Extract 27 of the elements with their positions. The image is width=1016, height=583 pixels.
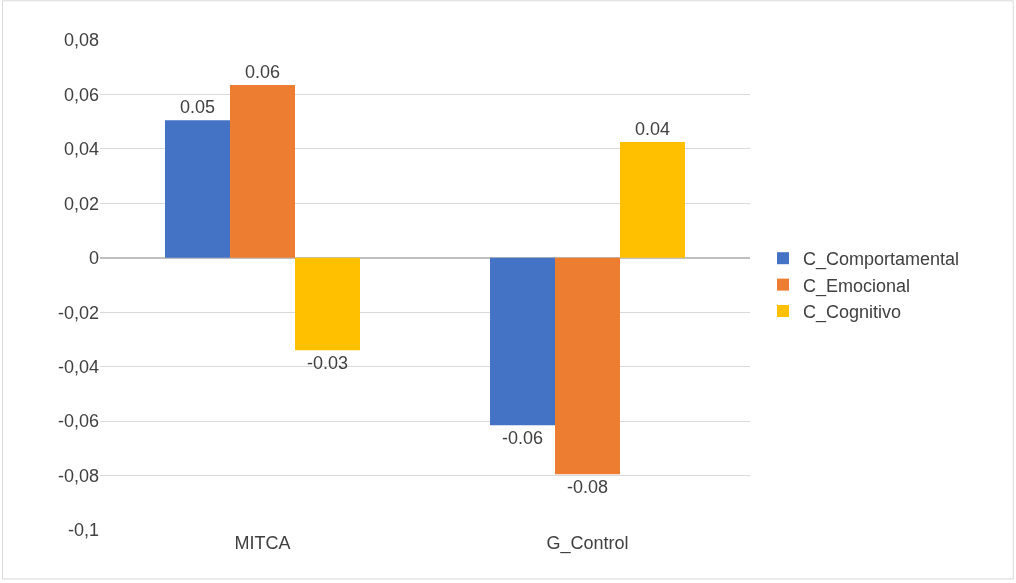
x-tick-label: G_Control bbox=[546, 533, 629, 554]
data-label: 0.06 bbox=[244, 61, 281, 82]
legend-label: C_Cognitivo bbox=[803, 302, 902, 324]
y-tick-label: -0,08 bbox=[57, 465, 99, 486]
bar bbox=[620, 142, 685, 258]
bar bbox=[490, 257, 555, 426]
y-tick-label: -0,04 bbox=[57, 356, 99, 377]
legend-label: C_Emocional bbox=[803, 275, 911, 297]
data-label: -0.08 bbox=[566, 477, 609, 498]
bar bbox=[165, 120, 230, 258]
y-tick-label: 0,02 bbox=[63, 193, 99, 214]
bar bbox=[295, 257, 360, 351]
y-tick-label: 0,04 bbox=[63, 139, 99, 160]
y-tick-label: -0,1 bbox=[67, 520, 99, 541]
y-tick-label: 0,08 bbox=[63, 30, 99, 51]
data-label: 0.05 bbox=[179, 97, 216, 118]
legend-label: C_Comportamental bbox=[803, 249, 960, 271]
y-tick-label: -0,06 bbox=[57, 411, 99, 432]
bar bbox=[230, 84, 295, 258]
x-tick-label: MITCA bbox=[234, 533, 291, 553]
bar bbox=[555, 257, 620, 475]
data-label: -0.03 bbox=[306, 353, 349, 374]
y-tick-label: 0 bbox=[88, 248, 99, 269]
y-tick-label: 0,06 bbox=[63, 84, 99, 105]
data-label: -0.06 bbox=[501, 428, 544, 449]
data-label: 0.04 bbox=[634, 119, 671, 140]
y-tick-label: -0,02 bbox=[57, 302, 99, 323]
